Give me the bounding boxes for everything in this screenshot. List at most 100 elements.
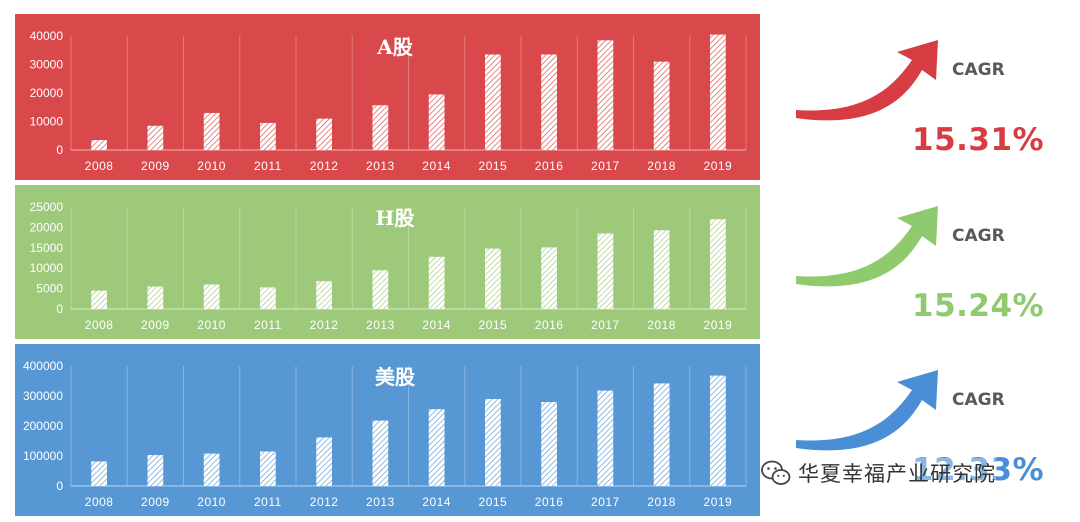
- x-tick-label: 2015: [479, 318, 508, 332]
- x-tick-label: 2016: [535, 318, 564, 332]
- x-tick-label: 2008: [85, 495, 114, 509]
- bar: [260, 287, 276, 309]
- x-tick-label: 2012: [310, 495, 339, 509]
- x-tick-label: 2014: [422, 159, 451, 173]
- cagr-value: 12.33%: [912, 452, 1045, 488]
- x-tick-label: 2008: [85, 159, 114, 173]
- x-tick-label: 2012: [310, 159, 339, 173]
- bar: [316, 281, 332, 309]
- y-tick-label: 300000: [23, 389, 63, 403]
- bar: [147, 125, 164, 150]
- y-tick-label: 20000: [30, 220, 64, 234]
- bar: [147, 286, 164, 309]
- bar: [260, 122, 276, 150]
- arrow-shape: [796, 206, 938, 287]
- x-tick-label: 2016: [535, 495, 564, 509]
- bar-chart: 0 10000 20000 30000 40000 2008 2009 2010 2011 201…: [15, 14, 760, 180]
- bar: [372, 270, 389, 309]
- bar-chart: 0 100000 200000 300000 400000 2008 2009 2010 201…: [15, 344, 760, 516]
- y-tick-label: 100000: [23, 449, 63, 463]
- x-tick-label: 2017: [591, 495, 620, 509]
- y-tick-label: 40000: [30, 29, 64, 43]
- chart-panel-h: 0 5000 10000 15000 20000 25000 2008 2009 2010 201…: [15, 185, 760, 339]
- x-tick-label: 2014: [422, 495, 451, 509]
- chart-panel-a: 0 10000 20000 30000 40000 2008 2009 2010 2011 201…: [15, 14, 760, 180]
- bar: [653, 230, 670, 309]
- bar: [260, 451, 276, 486]
- cagr-group-a: CAGR 15.31%: [790, 30, 1080, 170]
- bar: [653, 61, 670, 150]
- bar: [203, 112, 220, 150]
- x-tick-label: 2017: [591, 159, 620, 173]
- x-tick-label: 2017: [591, 318, 620, 332]
- bar: [91, 140, 107, 150]
- cagr-value: 15.24%: [912, 288, 1045, 324]
- chart-panel-us: 0 100000 200000 300000 400000 2008 2009 2010 201…: [15, 344, 760, 516]
- y-tick-label: 200000: [23, 419, 63, 433]
- bar: [710, 34, 726, 151]
- cagr-value: 15.31%: [912, 122, 1045, 158]
- cagr-label: CAGR: [952, 60, 1005, 80]
- bar: [147, 455, 164, 486]
- x-tick-label: 2013: [366, 159, 395, 173]
- x-tick-label: 2012: [310, 318, 339, 332]
- y-tick-label: 0: [56, 479, 63, 493]
- x-tick-label: 2009: [141, 159, 170, 173]
- cagr-group-h: CAGR 15.24%: [790, 196, 1080, 336]
- bar: [653, 383, 670, 486]
- bar: [372, 105, 389, 150]
- x-tick-label: 2019: [704, 495, 733, 509]
- y-tick-label: 30000: [30, 58, 64, 72]
- chart-background: [15, 14, 760, 180]
- wechat-icon: [761, 460, 791, 485]
- bar: [710, 375, 726, 486]
- x-tick-label: 2011: [254, 159, 282, 173]
- y-tick-label: 10000: [30, 115, 64, 129]
- x-tick-label: 2011: [254, 495, 282, 509]
- bar: [203, 453, 220, 486]
- bar-chart: 0 5000 10000 15000 20000 25000 2008 2009 2010 201…: [15, 185, 760, 339]
- bar: [91, 461, 107, 486]
- y-tick-label: 0: [56, 302, 63, 316]
- x-tick-label: 2010: [197, 495, 226, 509]
- cagr-label: CAGR: [952, 390, 1005, 410]
- bar: [428, 94, 445, 150]
- x-tick-label: 2013: [366, 318, 395, 332]
- y-tick-label: 5000: [36, 282, 63, 296]
- bar: [91, 290, 107, 309]
- x-tick-label: 2018: [647, 318, 676, 332]
- bar: [316, 437, 332, 486]
- bar: [485, 399, 501, 486]
- y-tick-label: 10000: [30, 261, 64, 275]
- up-arrow-icon: [796, 206, 938, 287]
- x-tick-label: 2014: [422, 318, 451, 332]
- x-tick-label: 2009: [141, 318, 170, 332]
- bar: [710, 219, 726, 309]
- arrow-shape: [796, 370, 938, 451]
- y-tick-label: 20000: [30, 86, 64, 100]
- up-arrow-icon: [796, 370, 938, 451]
- x-tick-label: 2010: [197, 159, 226, 173]
- y-tick-label: 25000: [30, 200, 64, 214]
- bar: [428, 256, 445, 309]
- bar: [541, 402, 557, 486]
- x-tick-label: 2011: [254, 318, 282, 332]
- chart-title: H股: [376, 206, 415, 230]
- bar: [597, 40, 614, 150]
- x-tick-label: 2008: [85, 318, 114, 332]
- bar: [597, 390, 614, 486]
- x-tick-label: 2018: [647, 495, 676, 509]
- bar: [372, 420, 389, 486]
- x-tick-label: 2015: [479, 159, 508, 173]
- x-tick-label: 2015: [479, 495, 508, 509]
- watermark-text: 华夏幸福产业研究院: [798, 458, 996, 488]
- x-tick-label: 2009: [141, 495, 170, 509]
- y-tick-label: 15000: [30, 241, 64, 255]
- bar: [203, 284, 220, 309]
- bar: [485, 54, 501, 150]
- bar: [541, 54, 557, 150]
- bar: [597, 233, 614, 309]
- x-tick-label: 2018: [647, 159, 676, 173]
- bar: [541, 247, 557, 309]
- x-tick-label: 2013: [366, 495, 395, 509]
